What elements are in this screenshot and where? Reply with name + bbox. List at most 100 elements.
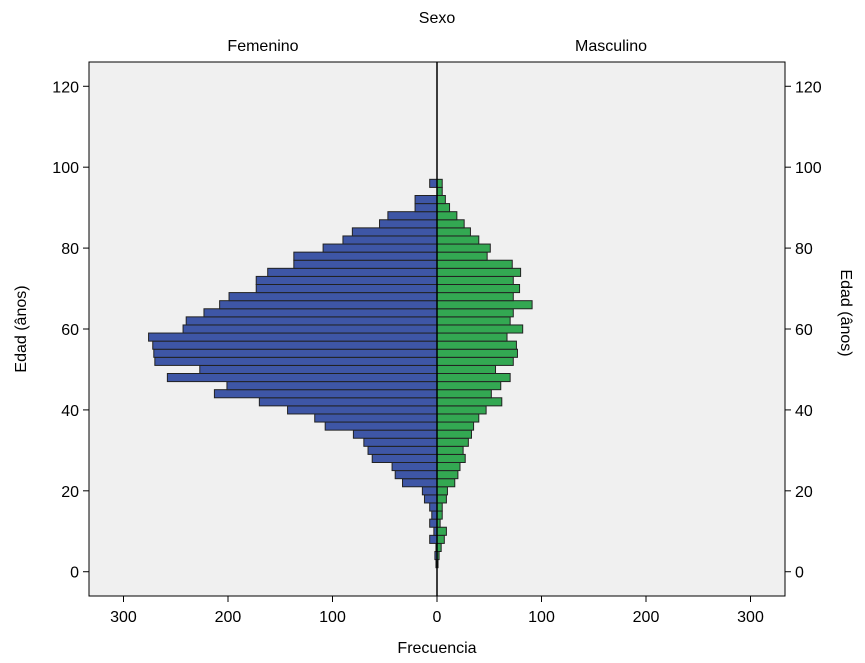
x-tick-label: 300 bbox=[110, 609, 137, 626]
y-axis-title-right: Edad (ânos) bbox=[837, 269, 854, 356]
chart-title: Sexo bbox=[419, 10, 456, 27]
bar-masculino-age-70 bbox=[436, 284, 521, 294]
bar-masculino-age-26 bbox=[436, 462, 461, 472]
bar-femenino-age-68 bbox=[228, 292, 438, 302]
bar-masculino-age-94 bbox=[436, 186, 443, 196]
bar-femenino-age-42 bbox=[258, 397, 438, 407]
bar-masculino-age-82 bbox=[436, 235, 480, 245]
bar-femenino-age-14 bbox=[431, 510, 438, 520]
x-axis-title: Frecuencia bbox=[397, 640, 476, 657]
bar-femenino-age-56 bbox=[152, 340, 438, 350]
bar-femenino-age-32 bbox=[363, 437, 438, 447]
bar-masculino-age-60 bbox=[436, 324, 524, 334]
bar-masculino-age-50 bbox=[436, 364, 497, 374]
bar-femenino-age-26 bbox=[391, 462, 438, 472]
bar-femenino-age-22 bbox=[402, 478, 438, 488]
bar-masculino-age-90 bbox=[436, 203, 451, 213]
bar-masculino-age-58 bbox=[436, 332, 508, 342]
bar-femenino-age-70 bbox=[255, 284, 438, 294]
bar-femenino-age-84 bbox=[351, 227, 438, 237]
y-tick-label-right: 100 bbox=[795, 160, 822, 177]
bar-masculino-age-80 bbox=[436, 243, 491, 253]
bar-femenino-age-36 bbox=[324, 421, 438, 431]
y-tick-label-left: 80 bbox=[61, 241, 79, 258]
bar-femenino-age-74 bbox=[267, 267, 438, 277]
y-tick-label-right: 60 bbox=[795, 322, 813, 339]
bar-masculino-age-20 bbox=[436, 486, 448, 496]
y-tick-label-right: 20 bbox=[795, 484, 813, 501]
bar-femenino-age-40 bbox=[287, 405, 438, 415]
bar-masculino-age-64 bbox=[436, 308, 514, 318]
y-axis-title-left: Edad (ânos) bbox=[13, 285, 30, 372]
bar-masculino-age-22 bbox=[436, 478, 456, 488]
bar-femenino-age-58 bbox=[148, 332, 438, 342]
bar-masculino-age-68 bbox=[436, 292, 514, 302]
bar-masculino-age-76 bbox=[436, 259, 513, 269]
bar-femenino-age-28 bbox=[371, 453, 438, 463]
bar-masculino-age-36 bbox=[436, 421, 475, 431]
bar-masculino-age-66 bbox=[436, 300, 533, 310]
bar-masculino-age-72 bbox=[436, 275, 514, 285]
bar-masculino-age-18 bbox=[436, 494, 447, 504]
x-tick-label: 300 bbox=[737, 609, 764, 626]
bar-masculino-age-30 bbox=[436, 445, 464, 455]
y-tick-label-right: 0 bbox=[795, 565, 804, 582]
bar-femenino-age-46 bbox=[226, 381, 438, 391]
bar-femenino-age-38 bbox=[314, 413, 438, 423]
bar-femenino-age-62 bbox=[185, 316, 438, 326]
ticks-layer: 0 0 20 20 40 40 60 60 80 80 100 100 120 120 300 200 100 0… bbox=[52, 79, 822, 626]
bar-masculino-age-46 bbox=[436, 381, 502, 391]
bar-masculino-age-44 bbox=[436, 389, 492, 399]
bar-femenino-age-12 bbox=[429, 518, 438, 528]
bar-masculino-age-10 bbox=[436, 526, 447, 536]
bar-femenino-age-50 bbox=[199, 364, 438, 374]
x-tick-label: 0 bbox=[433, 609, 442, 626]
bar-masculino-age-48 bbox=[436, 373, 511, 383]
panel-title-masculino: Masculino bbox=[575, 38, 647, 55]
bar-masculino-age-78 bbox=[436, 251, 488, 261]
bar-femenino-age-44 bbox=[213, 389, 438, 399]
x-tick-label: 100 bbox=[528, 609, 555, 626]
bar-femenino-age-88 bbox=[387, 211, 438, 221]
bar-femenino-age-34 bbox=[352, 429, 438, 439]
bar-femenino-age-86 bbox=[379, 219, 438, 229]
bar-femenino-age-76 bbox=[293, 259, 438, 269]
bar-femenino-age-66 bbox=[219, 300, 438, 310]
bar-femenino-age-96 bbox=[429, 178, 438, 188]
bar-masculino-age-14 bbox=[436, 510, 443, 520]
bar-femenino-age-20 bbox=[421, 486, 438, 496]
bar-femenino-age-82 bbox=[342, 235, 438, 245]
x-tick-label: 200 bbox=[215, 609, 242, 626]
y-tick-label-right: 80 bbox=[795, 241, 813, 258]
bar-masculino-age-34 bbox=[436, 429, 472, 439]
bar-masculino-age-96 bbox=[436, 178, 443, 188]
bar-femenino-age-52 bbox=[154, 356, 438, 366]
panel-title-femenino: Femenino bbox=[227, 38, 298, 55]
y-tick-label-left: 60 bbox=[61, 322, 79, 339]
bar-femenino-age-24 bbox=[394, 470, 438, 480]
bar-femenino-age-48 bbox=[166, 373, 438, 383]
bar-femenino-age-78 bbox=[293, 251, 438, 261]
bars-layer bbox=[148, 178, 533, 569]
y-tick-label-left: 120 bbox=[52, 79, 79, 96]
y-tick-label-right: 40 bbox=[795, 403, 813, 420]
x-tick-label: 100 bbox=[319, 609, 346, 626]
bar-femenino-age-60 bbox=[182, 324, 438, 334]
bar-masculino-age-56 bbox=[436, 340, 517, 350]
bar-masculino-age-54 bbox=[436, 348, 518, 358]
bar-masculino-age-62 bbox=[436, 316, 511, 326]
bar-femenino-age-54 bbox=[153, 348, 438, 358]
bar-masculino-age-8 bbox=[436, 534, 445, 544]
bar-femenino-age-30 bbox=[367, 445, 438, 455]
bar-masculino-age-16 bbox=[436, 502, 443, 512]
bar-femenino-age-80 bbox=[322, 243, 438, 253]
bar-femenino-age-72 bbox=[255, 275, 438, 285]
bar-masculino-age-28 bbox=[436, 453, 466, 463]
bar-masculino-age-84 bbox=[436, 227, 471, 237]
bar-femenino-age-92 bbox=[414, 195, 438, 205]
y-tick-label-right: 120 bbox=[795, 79, 822, 96]
y-tick-label-left: 0 bbox=[70, 565, 79, 582]
bar-masculino-age-40 bbox=[436, 405, 487, 415]
